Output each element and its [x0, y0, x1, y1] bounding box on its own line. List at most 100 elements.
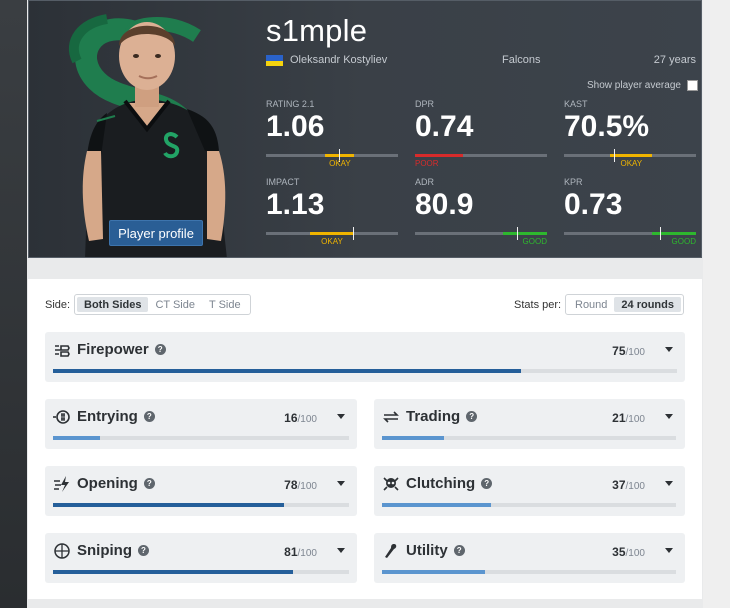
side-filter-toggle: Both Sides CT Side T Side — [74, 294, 251, 315]
stat-verdict: OKAY — [329, 159, 351, 168]
category-title: Trading — [406, 408, 461, 425]
player-profile-button[interactable]: Player profile — [109, 220, 203, 246]
category-firepower[interactable]: Firepower? 75/100 — [45, 332, 685, 382]
stat-verdict: GOOD — [522, 237, 547, 246]
side-option-t-side[interactable]: T Side — [209, 298, 241, 311]
category-score: 35/100 — [612, 545, 645, 559]
trading-icon — [382, 408, 400, 426]
category-score-max: /100 — [297, 414, 317, 425]
stat-adr: ADR 80.9 GOOD — [415, 177, 547, 246]
stat-impact: Impact 1.13 OKAY — [266, 177, 398, 246]
help-icon[interactable]: ? — [453, 545, 465, 556]
player-photo: Player profile — [37, 1, 257, 257]
category-clutching[interactable]: Clutching? 37/100 — [374, 466, 685, 516]
player-info-line: Oleksandr Kostyliev Falcons 27 years — [266, 54, 696, 68]
help-icon[interactable]: ? — [138, 545, 149, 556]
category-entrying[interactable]: Entrying? 16/100 — [45, 399, 357, 449]
chevron-down-icon[interactable] — [337, 481, 345, 486]
chevron-down-icon[interactable] — [337, 548, 345, 553]
category-score-max: /100 — [297, 548, 317, 559]
stat-value: 0.74 — [415, 110, 474, 143]
stat-value: 0.73 — [564, 188, 623, 221]
stats-per-option-24-rounds[interactable]: 24 rounds — [614, 297, 681, 312]
show-average-label: Show player average — [587, 80, 681, 91]
chevron-down-icon[interactable] — [665, 548, 673, 553]
category-opening[interactable]: Opening? 78/100 — [45, 466, 357, 516]
stat-bar-marker — [614, 149, 616, 162]
player-summary-card: Player profile s1mple Oleksandr Kostylie… — [28, 0, 702, 258]
chevron-down-icon[interactable] — [665, 481, 673, 486]
stat-bar: OKAY — [266, 227, 398, 246]
category-progress-fill — [382, 436, 444, 440]
ukraine-flag-icon — [266, 55, 283, 66]
category-progress-fill — [382, 503, 491, 507]
help-icon[interactable]: ? — [154, 344, 166, 355]
category-progress-fill — [382, 570, 485, 574]
help-icon[interactable]: ? — [143, 411, 155, 422]
stat-label: DPR — [415, 99, 435, 109]
stat-value: 1.06 — [266, 110, 325, 143]
stat-bar-fill — [325, 154, 355, 157]
player-real-name: Oleksandr Kostyliev — [290, 54, 388, 66]
category-score: 78/100 — [284, 478, 317, 492]
stat-bar: GOOD — [415, 227, 547, 246]
chevron-down-icon[interactable] — [665, 347, 673, 352]
category-title: Clutching — [406, 475, 476, 492]
stat-verdict: POOR — [415, 159, 439, 168]
clutching-icon — [382, 475, 400, 493]
help-icon[interactable]: ? — [143, 478, 155, 489]
chevron-down-icon[interactable] — [337, 414, 345, 419]
stat-bar-fill — [415, 154, 463, 157]
stat-label: KAST — [564, 99, 588, 109]
opening-icon — [53, 475, 71, 493]
category-trading[interactable]: Trading? 21/100 — [374, 399, 685, 449]
stat-bar: OKAY — [266, 149, 398, 168]
help-icon[interactable]: ? — [466, 411, 478, 422]
stats-per-option-round[interactable]: Round — [575, 298, 608, 311]
player-team-link[interactable]: Falcons — [502, 54, 541, 66]
category-score: 37/100 — [612, 478, 645, 492]
category-score-value: 21 — [612, 411, 626, 425]
page-scrollbar-area[interactable] — [702, 0, 730, 608]
category-score-max: /100 — [297, 481, 317, 492]
stat-kast: KAST 70.5% OKAY — [564, 99, 696, 168]
stat-bar: GOOD — [564, 227, 696, 246]
category-score-value: 35 — [612, 545, 626, 559]
stat-bar-fill — [610, 154, 653, 157]
side-option-both-sides[interactable]: Both Sides — [77, 297, 149, 312]
player-age: 27 years — [653, 54, 696, 66]
chevron-down-icon[interactable] — [665, 414, 673, 419]
category-sniping[interactable]: Sniping? 81/100 — [45, 533, 357, 583]
category-title: Entrying — [77, 408, 138, 425]
sniping-icon — [53, 542, 71, 560]
category-title: Opening — [77, 475, 138, 492]
side-option-ct-side[interactable]: CT Side — [155, 298, 195, 311]
category-progress-fill — [53, 369, 521, 373]
stat-dpr: DPR 0.74 POOR — [415, 99, 547, 168]
category-score: 75/100 — [612, 344, 645, 358]
category-progress-fill — [53, 570, 293, 574]
stat-value: 80.9 — [415, 188, 474, 221]
category-utility[interactable]: Utility? 35/100 — [374, 533, 685, 583]
side-filter-label: Side: — [45, 299, 71, 311]
category-progress-bar — [382, 503, 676, 507]
stat-bar-fill — [652, 232, 696, 235]
help-icon[interactable]: ? — [481, 478, 493, 489]
stat-verdict: GOOD — [671, 237, 696, 246]
stat-value: 70.5% — [564, 110, 650, 143]
stats-per-toggle: Round 24 rounds — [565, 294, 684, 315]
stat-verdict: OKAY — [620, 159, 643, 168]
role-stats-panel: Side: Both Sides CT Side T Side Stats per:… — [28, 279, 702, 599]
category-progress-bar — [53, 369, 677, 373]
category-score-value: 16 — [284, 411, 298, 425]
stat-label: KPR — [564, 177, 583, 187]
category-progress-fill — [53, 436, 101, 440]
category-score-max: /100 — [625, 548, 645, 559]
stat-bar-marker — [338, 149, 340, 162]
show-average-checkbox[interactable] — [686, 80, 698, 91]
show-average-toggle[interactable]: Show player average — [587, 80, 698, 91]
category-score-value: 78 — [284, 478, 298, 492]
category-score: 16/100 — [284, 411, 317, 425]
category-progress-bar — [382, 570, 676, 574]
content-frame: Player profile s1mple Oleksandr Kostylie… — [27, 0, 703, 608]
